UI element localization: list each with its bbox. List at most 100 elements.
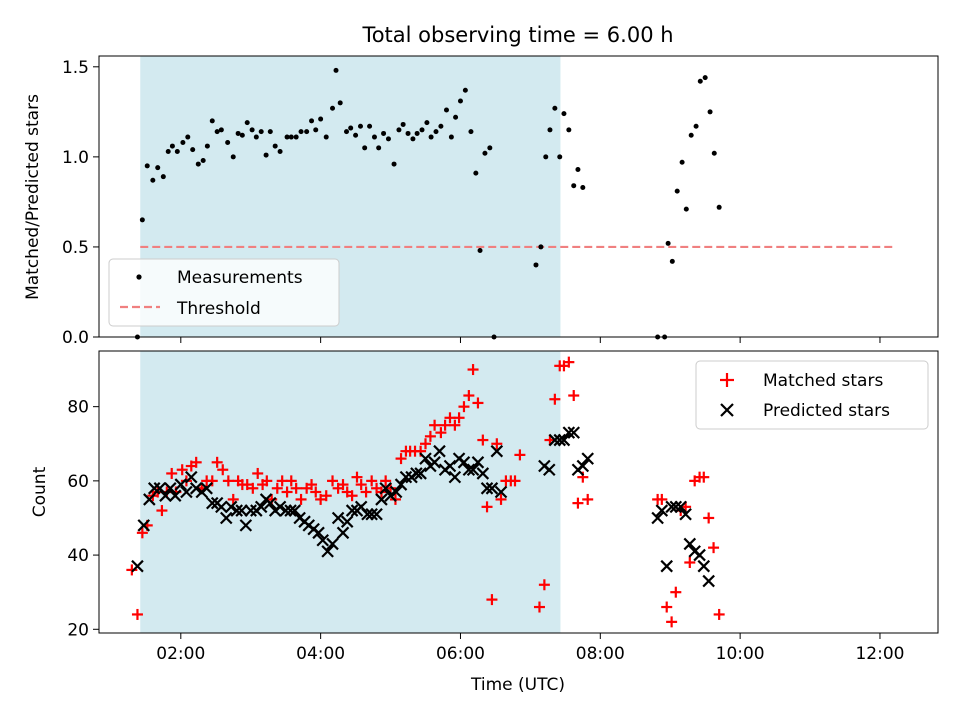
matched-star-point [351, 471, 363, 483]
top-y-tick-label: 1.5 [62, 58, 89, 78]
predicted-star-point-b [394, 478, 408, 491]
predicted-star-point [230, 504, 244, 517]
predicted-star-point-b [205, 496, 219, 510]
measurement-point [376, 145, 382, 151]
legend-threshold-label: Threshold [176, 299, 261, 319]
predicted-star-point [581, 452, 594, 465]
predicted-star-point-b [443, 459, 457, 473]
measurement-point [318, 116, 324, 122]
matched-star-point [713, 608, 725, 620]
predicted-star-point [471, 456, 485, 469]
bottom-y-axis-label: Count [30, 466, 50, 517]
predicted-star-point [567, 426, 581, 439]
predicted-star-point [219, 511, 233, 525]
matched-star-point [241, 479, 253, 491]
predicted-star-point [448, 470, 462, 484]
matched-star-point [346, 490, 358, 502]
predicted-star-point [548, 433, 562, 447]
predicted-star-point-b [244, 504, 257, 517]
predicted-star-point [375, 493, 388, 506]
measurement-point [353, 132, 359, 138]
predicted-star-point-b [660, 559, 674, 573]
predicted-star-point [542, 463, 556, 477]
measurement-point [571, 183, 577, 189]
predicted-star-point [185, 470, 198, 484]
predicted-star-point-b [279, 504, 292, 517]
matched-star-point [131, 608, 143, 620]
predicted-star-point-b [466, 463, 480, 477]
matched-star-point [295, 493, 307, 505]
predicted-star-point [494, 485, 508, 499]
predicted-star-point [476, 467, 490, 480]
predicted-star-point-b [340, 515, 354, 528]
predicted-star-point-b [557, 433, 571, 447]
measurement-point [214, 129, 220, 135]
matched-star-point [666, 616, 678, 628]
predicted-star-point [490, 444, 504, 458]
measurement-point [683, 206, 689, 212]
matched-star-point [290, 482, 302, 494]
bottom-x-tick-label: 08:00 [576, 644, 625, 664]
predicted-star-point-b [433, 444, 446, 458]
measurement-point [288, 134, 294, 140]
predicted-star-point [279, 504, 292, 517]
measurement-point [293, 134, 299, 140]
matched-star-point [366, 475, 378, 487]
predicted-star-point-b [494, 485, 508, 499]
predicted-star-point-b [399, 470, 413, 484]
bottom-y-tick-label: 60 [67, 472, 89, 492]
predicted-star-point-b [581, 452, 594, 465]
matched-star-point [514, 449, 526, 461]
measurement-point [150, 177, 156, 183]
measurement-point [697, 78, 703, 84]
predicted-star-point [174, 478, 188, 491]
predicted-star-point [273, 500, 287, 514]
predicted-star-point-b [480, 482, 494, 495]
predicted-star-point [660, 559, 674, 573]
matched-star-point [472, 397, 484, 409]
predicted-star-point [414, 467, 427, 480]
measurement-point [200, 157, 206, 163]
matched-star-point [206, 475, 218, 487]
measurement-point [410, 136, 416, 142]
matched-star-point [549, 393, 561, 405]
predicted-star-point [143, 493, 156, 506]
matched-star-point [477, 434, 489, 446]
matched-star-point [582, 493, 594, 505]
measurement-point [688, 132, 694, 138]
predicted-star-point [557, 433, 571, 447]
measurement-point [448, 134, 454, 140]
predicted-star-point-b [419, 452, 432, 465]
matched-star-point [190, 456, 202, 468]
predicted-star-point-b [224, 500, 238, 514]
matched-star-point [491, 438, 503, 450]
measurement-point [707, 109, 713, 115]
measurement-point [239, 132, 245, 138]
bottom-y-ticks: 20 40 60 80 [67, 398, 99, 640]
measurement-point [348, 125, 354, 131]
predicted-star-point-b [164, 482, 177, 495]
measurement-point [169, 143, 175, 149]
predicted-star-point [370, 507, 383, 521]
measurement-point [391, 161, 397, 167]
predicted-star-point-b [485, 482, 499, 495]
predicted-star-point-b [562, 426, 576, 439]
measurement-point [258, 129, 264, 135]
predicted-star-point-b [174, 478, 188, 491]
matched-star-point [126, 564, 138, 576]
matched-star-point [439, 419, 451, 431]
predicted-star-point-b [410, 467, 423, 480]
top-y-tick-label: 0.5 [62, 238, 89, 258]
matched-star-point [327, 475, 339, 487]
matched-star-point [670, 586, 682, 598]
measurement-point [405, 130, 411, 136]
measurement-point [487, 145, 493, 151]
measurement-point [330, 105, 336, 111]
predicted-star-point [379, 482, 392, 495]
measurement-point [209, 118, 215, 124]
predicted-star-point-b [683, 537, 697, 551]
legend-measurements-label: Measurements [177, 268, 303, 288]
top-x-ticks [180, 337, 881, 343]
measurement-point [277, 148, 283, 154]
predicted-star-point [365, 507, 378, 521]
